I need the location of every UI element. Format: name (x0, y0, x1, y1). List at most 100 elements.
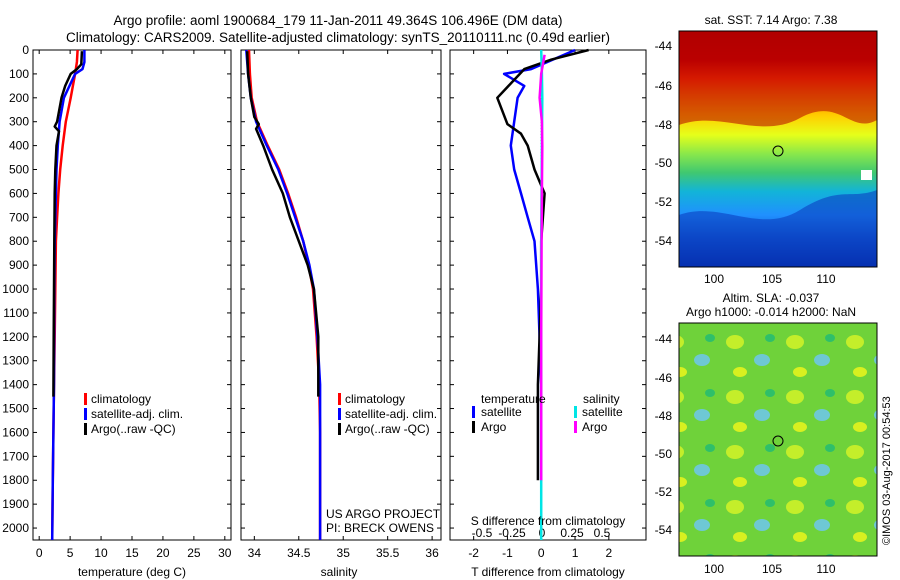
x-tick-label: 15 (125, 546, 139, 560)
sst-lat-tick: -46 (655, 79, 673, 93)
legend-label-t-argo: Argo (481, 420, 507, 434)
argo-location-marker (772, 435, 784, 447)
sst-lon-tick: 105 (762, 272, 782, 286)
pressure-tick-label: 700 (9, 210, 29, 224)
legend-swatch-climatology (338, 393, 341, 405)
legend-header-temperature: temperature (481, 392, 546, 406)
sla-lat-tick: -54 (655, 523, 673, 537)
x-tick-label: 2 (605, 546, 612, 560)
x-tick-label: 36 (425, 546, 439, 560)
x-tick-label: -2 (468, 546, 479, 560)
sla-lat-tick: -44 (655, 332, 673, 346)
legend-label-argo: Argo(..raw -QC) (345, 422, 430, 436)
salinity-plot-frame (240, 49, 442, 541)
salinity-axis-label: salinity (321, 565, 358, 579)
legend-swatch-s-argo (574, 421, 577, 433)
sst-lat-tick: -44 (655, 39, 673, 53)
legend-label-s-satellite: satellite (582, 405, 623, 419)
pressure-tick-label: 0 (22, 43, 29, 57)
pressure-tick-label: 1100 (3, 306, 29, 320)
legend-swatch-s-satellite (574, 406, 577, 418)
x-tick-label: 35.5 (376, 546, 400, 560)
legend-label-climatology: climatology (345, 392, 405, 406)
pressure-tick-label: 1300 (2, 354, 29, 368)
legend-label-satellite: satellite-adj. clim. (91, 407, 183, 421)
x-tick-label: 10 (94, 546, 108, 560)
sla-map-title: Altim. SLA: -0.037 (723, 291, 820, 305)
sst-map-axes: -44 -46 -48 -50 -52 -54 100 105 110 (655, 39, 836, 286)
x-tick-label: 1 (572, 546, 579, 560)
argo-location-marker (772, 145, 784, 157)
pressure-tick-label: 1700 (2, 449, 29, 463)
project-label: US ARGO PROJECT (326, 507, 441, 521)
legend-swatch-t-argo (472, 421, 475, 433)
pressure-tick-label: 500 (9, 163, 29, 177)
sla-map-subtitle: Argo h1000: -0.014 h2000: NaN (686, 305, 856, 319)
sst-warm-region (679, 31, 877, 127)
pressure-tick-label: 1500 (2, 402, 29, 416)
pressure-tick-label: 900 (9, 258, 29, 272)
sla-map-image (679, 323, 877, 556)
pressure-tick-label: 1800 (2, 473, 29, 487)
x-tick-label: 5 (67, 546, 74, 560)
legend-swatch-t-satellite (472, 406, 475, 418)
series-line-1-2 (245, 51, 320, 397)
sst-lon-tick: 110 (816, 272, 835, 286)
temperature-plot-frame (32, 49, 232, 541)
legend-swatch-climatology (84, 393, 87, 405)
legend-label-t-satellite: satellite (481, 405, 522, 419)
legend-label-argo: Argo(..raw -QC) (91, 422, 176, 436)
x-tick-label: -1 (502, 546, 513, 560)
legend-swatch-satellite (84, 408, 87, 420)
sla-lat-tick: -50 (655, 447, 673, 461)
x-tick-label: 34 (248, 546, 262, 560)
sla-lon-tick: 100 (704, 562, 724, 576)
series-line-2-3 (538, 54, 546, 481)
sst-cold-region (679, 190, 877, 267)
sla-map-axes: -44 -46 -48 -50 -52 -54 100 105 110 (655, 332, 836, 576)
pressure-tick-label: 1400 (2, 378, 29, 392)
pressure-tick-label: 400 (9, 139, 29, 153)
sla-lat-tick: -48 (655, 409, 673, 423)
x-tick-label: 35 (337, 546, 351, 560)
s-tick-label: 0.25 (560, 526, 584, 540)
legend-label-s-argo: Argo (582, 420, 608, 434)
sst-lat-tick: -48 (655, 118, 673, 132)
sst-lon-tick: 100 (704, 272, 724, 286)
s-tick-label: -0.25 (498, 526, 526, 540)
x-tick-label: 0 (36, 546, 43, 560)
sst-map-frame (678, 30, 878, 268)
x-tick-label: 30 (218, 546, 232, 560)
pressure-tick-label: 200 (9, 91, 29, 105)
difference-plot-frame (449, 49, 647, 541)
sst-missing-data-patch (861, 170, 872, 180)
sst-map-title: sat. SST: 7.14 Argo: 7.38 (705, 13, 838, 27)
imos-watermark: ©IMOS 03-Aug-2017 00:54:53 (881, 396, 893, 545)
legend-label-climatology: climatology (91, 392, 151, 406)
x-tick-label: 25 (187, 546, 201, 560)
header-title-line2: Climatology: CARS2009. Satellite-adjuste… (66, 30, 610, 45)
axes-layer: 0100200300400500600700800900100011001200… (2, 43, 646, 560)
sla-map-frame (678, 322, 878, 557)
x-tick-label: 0 (538, 546, 545, 560)
pressure-tick-label: 2000 (2, 521, 29, 535)
pressure-tick-label: 800 (9, 234, 29, 248)
pi-label: PI: BRECK OWENS (326, 521, 434, 535)
pressure-tick-label: 1900 (2, 497, 29, 511)
temperature-legend: climatology satellite-adj. clim. Argo(..… (84, 392, 183, 436)
sla-lon-tick: 105 (762, 562, 782, 576)
sla-lat-tick: -46 (655, 371, 673, 385)
pressure-tick-label: 1200 (2, 330, 29, 344)
series-line-2-0 (502, 48, 576, 481)
x-tick-label: 20 (156, 546, 170, 560)
legend-label-satellite: satellite-adj. clim. (345, 407, 437, 421)
t-diff-axis-label: T difference from climatology (471, 565, 625, 579)
x-tick-label: 34.5 (287, 546, 311, 560)
pressure-tick-label: 600 (9, 186, 29, 200)
legend-swatch-satellite (338, 408, 341, 420)
series-line-0-2 (52, 51, 84, 397)
s-tick-label: -0.5 (472, 526, 493, 540)
sst-lat-tick: -54 (655, 234, 673, 248)
legend-swatch-argo (84, 423, 87, 435)
